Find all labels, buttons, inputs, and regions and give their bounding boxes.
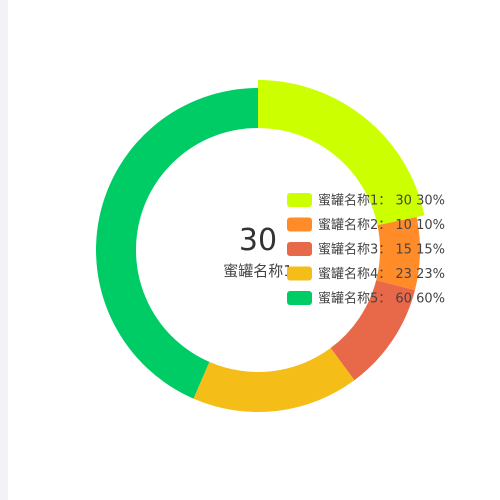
- legend-item-4[interactable]: 蜜罐名称4： 23 23%: [287, 266, 445, 282]
- center-label: 蜜罐名称1: [223, 262, 293, 280]
- legend-label: 蜜罐名称3： 15 15%: [318, 242, 445, 258]
- legend-swatch: [287, 242, 312, 256]
- legend-label: 蜜罐名称5： 60 60%: [318, 291, 445, 307]
- left-edge-strip: [0, 0, 8, 500]
- legend-item-2[interactable]: 蜜罐名称2： 10 10%: [287, 217, 445, 233]
- legend-label: 蜜罐名称4： 23 23%: [318, 266, 445, 282]
- donut-slice-3[interactable]: [330, 280, 415, 381]
- donut-slice-5[interactable]: [96, 88, 258, 399]
- legend-swatch: [287, 266, 312, 281]
- legend-label: 蜜罐名称1： 30 30%: [318, 193, 445, 209]
- chart-legend: 蜜罐名称1： 30 30% 蜜罐名称2： 10 10% 蜜罐名称3： 15 15% 蜜…: [287, 193, 445, 307]
- donut-slice-1[interactable]: [258, 80, 425, 226]
- legend-swatch: [287, 217, 312, 232]
- donut-slice-4[interactable]: [193, 348, 355, 412]
- donut-slice-2[interactable]: [376, 217, 421, 291]
- legend-swatch: [287, 291, 312, 305]
- center-value: 30: [239, 223, 277, 258]
- legend-swatch: [287, 193, 312, 207]
- legend-label: 蜜罐名称2： 10 10%: [318, 217, 445, 233]
- legend-item-5[interactable]: 蜜罐名称5： 60 60%: [287, 291, 445, 307]
- donut-slices: [96, 80, 425, 412]
- legend-item-3[interactable]: 蜜罐名称3： 15 15%: [287, 242, 445, 258]
- legend-item-1[interactable]: 蜜罐名称1： 30 30%: [287, 193, 445, 209]
